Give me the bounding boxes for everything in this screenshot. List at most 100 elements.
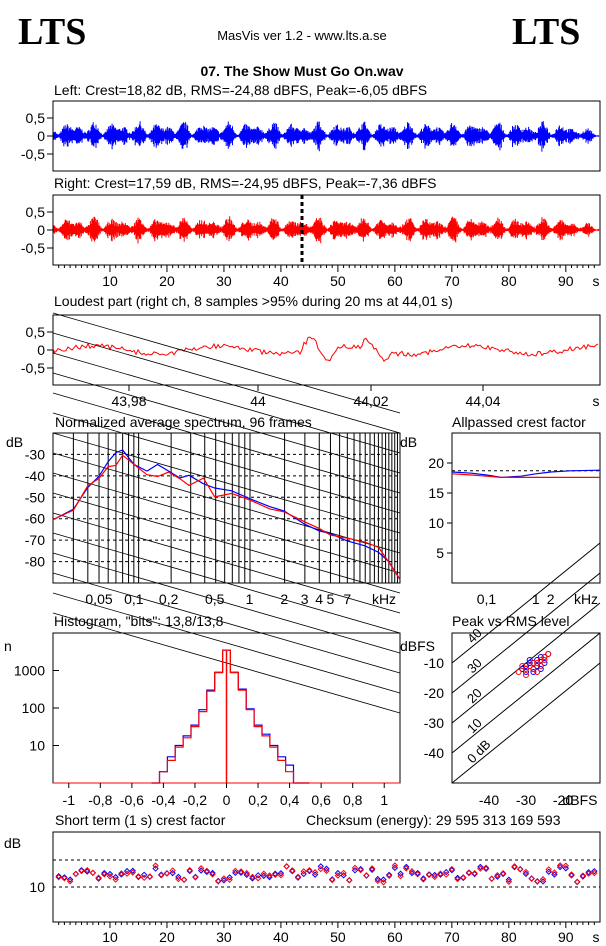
- peakrms-point: [534, 657, 541, 663]
- checksum: Checksum (energy): 29 595 313 169 593: [306, 812, 561, 828]
- allpass-ytick-label: 10: [428, 515, 444, 531]
- crest-point-right: [397, 872, 404, 880]
- peakrms-diag-line: [451, 662, 601, 784]
- crest-point-right: [363, 872, 370, 879]
- allpass-xtick-label: 1: [532, 591, 540, 607]
- crest-point-right: [522, 868, 530, 876]
- peakrms-ytick-label: -40: [424, 745, 444, 761]
- crest-point-right: [197, 865, 205, 872]
- crest-point-right: [289, 867, 296, 874]
- spectrum-xtick-label: 3: [301, 591, 309, 607]
- crest-point-left: [431, 871, 438, 879]
- crest-point-right: [283, 863, 290, 870]
- crest-point-right: [346, 877, 353, 884]
- peakrms-point: [526, 663, 533, 669]
- spectrum-xtick-label: 7: [343, 591, 351, 607]
- right-waveform: [53, 216, 600, 244]
- time-tick-label: 70: [444, 273, 460, 289]
- spectrum-ytick-label: -80: [25, 554, 45, 570]
- crest-point-right: [380, 879, 387, 886]
- time-unit: s: [593, 273, 600, 289]
- peakrms-diag-label: 0 dB: [464, 737, 494, 767]
- crest-point-right: [249, 873, 256, 881]
- spectrum-slope-line: [52, 432, 401, 534]
- peakrms-diag-line: [451, 572, 601, 694]
- time-tick-label: 90: [558, 273, 574, 289]
- crest-point-left: [420, 875, 427, 882]
- crest-point-right: [511, 863, 518, 870]
- crest-point-left: [397, 870, 404, 877]
- crest-point-left: [254, 872, 262, 879]
- right-waveform-trace: [53, 216, 600, 244]
- logo-right: LTS: [512, 11, 580, 53]
- loudest-ytick-label: -0,5: [21, 360, 45, 376]
- crest-point-right: [437, 870, 444, 877]
- crest-point-left: [186, 867, 193, 875]
- crest-point-left: [226, 874, 233, 881]
- histogram-title: Histogram, "bits": 13,8/13,8: [54, 613, 224, 629]
- peakrms-diag-label: 20: [464, 685, 485, 706]
- spectrum-ytick-label: -60: [25, 511, 45, 527]
- crest-point-right: [357, 866, 364, 874]
- time-axis: 10 20 30 40 50 60 70 80 90 s: [58, 265, 600, 289]
- histogram-ytick-label: 1000: [14, 663, 45, 679]
- time-tick-label: 20: [159, 273, 175, 289]
- loudest-yticks: 0,5 0 -0,5: [21, 324, 53, 376]
- crest-point-right: [460, 874, 467, 881]
- crest-point-right: [585, 870, 592, 877]
- right-title: Right: Crest=17,59 dB, RMS=-24,95 dBFS, …: [54, 175, 436, 191]
- crest-point-right: [385, 872, 393, 879]
- crest-point-right: [272, 871, 279, 879]
- crest-point-right: [123, 870, 131, 877]
- spectrum-slope-line: [52, 412, 401, 514]
- crest-point-right: [368, 865, 376, 872]
- crest-point-right: [579, 872, 587, 879]
- crest-point-right: [306, 867, 313, 874]
- spectrum-slope-line: [52, 372, 401, 474]
- peakrms-point: [537, 663, 544, 669]
- crest-point-right: [323, 867, 330, 875]
- left-title: Left: Crest=18,82 dB, RMS=-24,88 dBFS, P…: [54, 82, 427, 98]
- histogram-xtick-label: -1: [63, 792, 76, 808]
- time-tick-label: 50: [330, 273, 346, 289]
- crest-point-right: [408, 868, 416, 875]
- left-waveform: [53, 121, 600, 152]
- crest-xtick-label: 70: [444, 929, 460, 945]
- crest-point-right: [140, 874, 148, 882]
- peakrms-point: [534, 660, 541, 666]
- histogram-xtick-label: -0,8: [88, 792, 112, 808]
- histogram-xtick-label: -0,4: [151, 792, 175, 808]
- crest-point-right: [454, 875, 461, 883]
- spectrum-title: Normalized average spectrum, 96 frames: [55, 414, 312, 430]
- crest-point-right: [55, 874, 62, 881]
- crest-point-left: [123, 867, 131, 875]
- crest-point-right: [254, 875, 262, 882]
- crest-point-right: [260, 870, 268, 877]
- histogram-xtick-label: 1: [380, 792, 388, 808]
- crest-point-right: [465, 869, 473, 877]
- crest-point-right: [334, 872, 342, 879]
- peakrms-point: [519, 666, 526, 672]
- spectrum-ytick-label: -50: [25, 489, 45, 505]
- spectrum-slope-line: [52, 532, 401, 634]
- crest-point-right: [556, 862, 564, 869]
- spectrum-xtick-label: 1: [246, 591, 254, 607]
- crest-point-right: [226, 876, 233, 884]
- crest-point-left: [591, 867, 598, 875]
- crest-point-right: [146, 873, 154, 880]
- peakrms-point: [523, 666, 529, 672]
- crest-xtick-label: 40: [273, 929, 289, 945]
- left-ytick-label: -0,5: [21, 146, 45, 162]
- crest-point-right: [203, 867, 211, 875]
- crest-point-left: [277, 870, 285, 877]
- crest-point-left: [95, 875, 102, 882]
- peakrms-ylabel: dBFS: [400, 638, 435, 654]
- crest-point-right: [471, 870, 478, 877]
- spectrum-unit: kHz: [372, 591, 396, 607]
- crest-point-left: [169, 869, 176, 877]
- peakrms-diag-label: 30: [464, 655, 485, 676]
- allpass-content: 20 15 10 5 0,1 1 2 kHz: [428, 455, 601, 607]
- peakrms-point: [523, 672, 529, 678]
- crest-point-left: [414, 869, 421, 877]
- crest-point-right: [442, 871, 450, 878]
